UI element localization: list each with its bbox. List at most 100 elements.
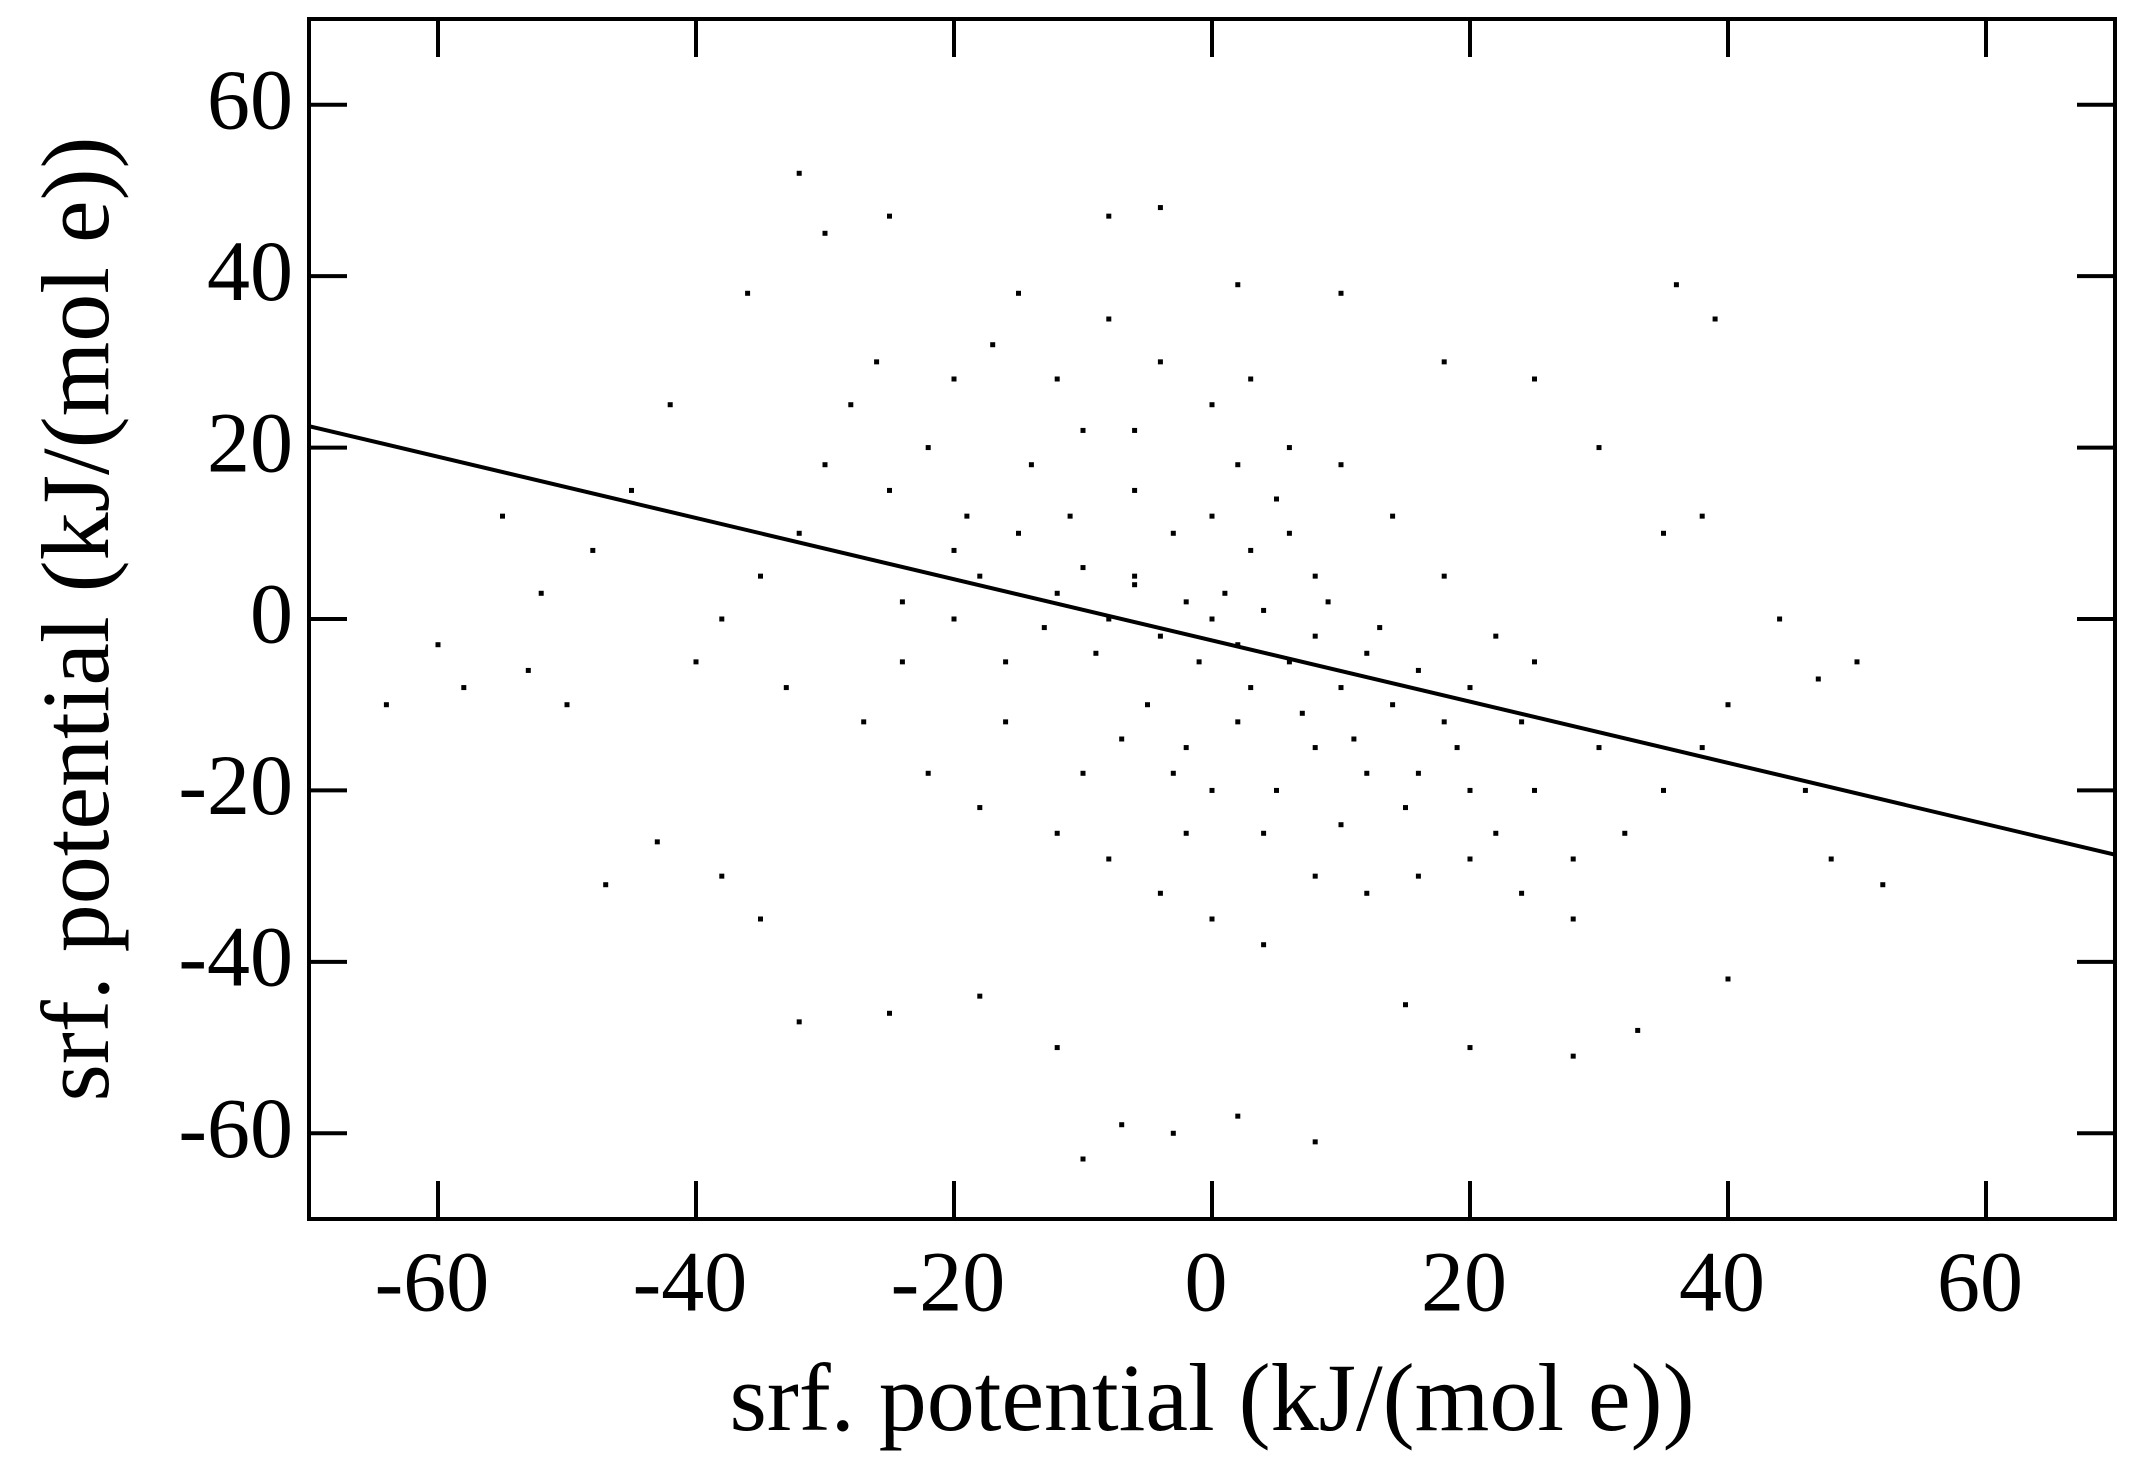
scatter-point [1351, 736, 1357, 742]
scatter-point [719, 873, 725, 879]
scatter-point [1390, 513, 1396, 519]
scatter-point [848, 402, 854, 408]
scatter-point [1093, 650, 1099, 656]
scatter-point [796, 530, 802, 536]
y-axis-title: srf. potential (kJ/(mol e)) [22, 136, 129, 1101]
scatter-point [1596, 445, 1602, 451]
scatter-point [1209, 916, 1215, 922]
scatter-point [977, 993, 983, 999]
scatter-point [1170, 770, 1176, 776]
scatter-point [1209, 787, 1215, 793]
scatter-point [1028, 462, 1034, 468]
scatter-point [783, 685, 789, 691]
y-tick-label: 20 [207, 394, 293, 490]
plot-frame [307, 17, 2117, 1221]
scatter-point [1312, 745, 1318, 751]
scatter-point [500, 513, 505, 519]
scatter-point [1338, 822, 1344, 828]
x-tick-label: 0 [1185, 1234, 1228, 1330]
scatter-point [1183, 599, 1189, 605]
scatter-point [1441, 719, 1447, 725]
scatter-point [538, 590, 544, 596]
scatter-point [1119, 1122, 1125, 1128]
x-tick-label: -20 [891, 1234, 1006, 1330]
scatter-point [758, 573, 763, 579]
scatter-point [1261, 607, 1267, 613]
scatter-point [887, 487, 892, 493]
scatter-point [1106, 213, 1112, 219]
scatter-point [719, 616, 725, 622]
scatter-point [1570, 1053, 1576, 1059]
scatter-point [1286, 445, 1292, 451]
y-tick-label: -40 [178, 909, 293, 1005]
scatter-point [1312, 573, 1318, 579]
x-tick-label: 60 [1937, 1234, 2023, 1330]
scatter-point [1080, 770, 1086, 776]
scatter-point [1364, 770, 1370, 776]
scatter-point [1235, 719, 1241, 725]
scatter-point [745, 290, 751, 296]
scatter-point [1183, 830, 1189, 836]
scatter-point [1467, 1045, 1473, 1051]
scatter-point [887, 1010, 892, 1016]
y-tick-label: -20 [178, 737, 293, 833]
scatter-point [758, 916, 763, 922]
x-axis-title: srf. potential (kJ/(mol e)) [729, 1344, 1694, 1451]
x-tick-label: 40 [1679, 1234, 1765, 1330]
scatter-point [1016, 290, 1021, 296]
scatter-point [1415, 770, 1421, 776]
scatter-point [1248, 376, 1254, 382]
scatter-point [1261, 942, 1267, 948]
scatter-point [899, 599, 905, 605]
x-tick-label: 20 [1421, 1234, 1507, 1330]
scatter-point [951, 547, 957, 553]
scatter-point [1570, 856, 1576, 862]
scatter-point [1170, 1130, 1176, 1136]
scatter-point [654, 839, 660, 845]
scatter-point [1854, 659, 1860, 665]
scatter-point [1338, 462, 1344, 468]
scatter-point [1235, 462, 1241, 468]
scatter-point [1248, 547, 1254, 553]
scatter-point [1880, 882, 1886, 888]
scatter-point [887, 213, 892, 219]
scatter-point [1080, 427, 1086, 433]
scatter-point [1003, 659, 1009, 665]
scatter-point [1467, 787, 1473, 793]
scatter-point [1338, 290, 1344, 296]
scatter-point [1235, 1113, 1241, 1119]
scatter-point [1777, 616, 1783, 622]
scatter-point [1132, 573, 1138, 579]
scatter-point [1067, 513, 1073, 519]
scatter-point [1635, 1027, 1641, 1033]
scatter-point [1415, 873, 1421, 879]
scatter-point [525, 667, 531, 673]
scatter-point [1325, 599, 1331, 605]
scatter-point [1054, 1045, 1060, 1051]
y-tick-label: 0 [250, 566, 293, 662]
x-tick-label: -40 [633, 1234, 748, 1330]
scatter-point [1196, 659, 1202, 665]
fit-line [308, 424, 2116, 857]
scatter-point [1312, 633, 1318, 639]
scatter-point [1493, 633, 1499, 639]
scatter-point [796, 1019, 802, 1025]
scatter-point [1390, 702, 1396, 708]
scatter-point [1054, 590, 1060, 596]
scatter-point [1725, 702, 1731, 708]
scatter-point [1802, 787, 1808, 793]
scatter-point [874, 359, 880, 365]
scatter-point [1209, 402, 1215, 408]
scatter-point [1080, 1156, 1086, 1162]
scatter-point [1299, 710, 1305, 716]
scatter-point [1725, 976, 1731, 982]
scatter-point [1622, 830, 1628, 836]
scatter-point [1119, 736, 1125, 742]
scatter-point [1441, 359, 1447, 365]
scatter-point [1415, 667, 1421, 673]
scatter-point [1157, 633, 1163, 639]
scatter-point [1286, 659, 1292, 665]
scatter-point [1377, 625, 1383, 631]
y-tick-label: 60 [207, 51, 293, 147]
scatter-point [1828, 856, 1834, 862]
